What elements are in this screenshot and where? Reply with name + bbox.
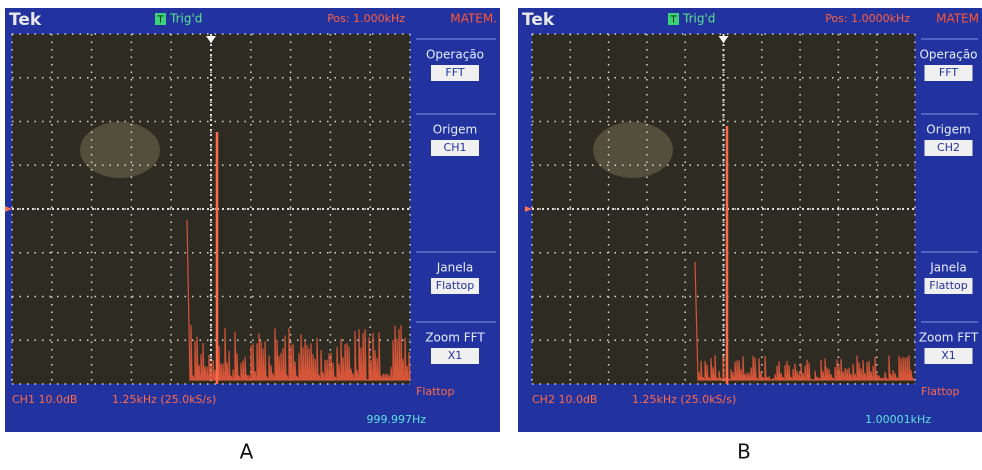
glare <box>80 122 160 178</box>
menu-value: X1 <box>448 349 463 362</box>
menu-label: Origem <box>433 123 477 137</box>
menu-value-box <box>431 278 479 294</box>
menu-value: Flattop <box>929 279 967 292</box>
scope-panel: Tek T Trig'd Pos: 1.000kHz MATEM. Operação FFT… <box>5 8 500 464</box>
menu-label: Zoom FFT <box>919 331 979 345</box>
menu-value: Flattop <box>436 279 474 292</box>
window-label: Flattop <box>921 385 959 398</box>
menu-value-box <box>924 140 973 156</box>
position: Pos: 1.000kHz <box>327 12 405 25</box>
menu-label: Origem <box>926 123 970 137</box>
menu-value-box <box>924 278 973 294</box>
trigger-icon: T <box>156 15 164 26</box>
ground-marker <box>525 206 532 212</box>
menu-value-box <box>431 65 479 81</box>
channel-scale: CH2 10.0dB <box>532 393 597 406</box>
trigger-status: Trig'd <box>682 12 715 26</box>
menu-value: CH1 <box>444 141 467 154</box>
fft-trace <box>694 261 915 381</box>
trigger-icon: T <box>669 15 677 26</box>
window-label: Flattop <box>416 385 454 398</box>
timebase: 1.25kHz (25.0kS/s) <box>632 393 736 406</box>
scope-panel: Tek T Trig'd Pos: 1.0000kHz MATEM Operação FFT… <box>518 8 982 464</box>
menu-value: CH2 <box>937 141 960 154</box>
caption: B <box>737 440 751 464</box>
menu-label: Janela <box>929 261 967 275</box>
glare <box>593 122 673 178</box>
trigger-status: Trig'd <box>169 12 202 26</box>
fft-trace <box>186 219 411 381</box>
trigger-icon-box <box>668 13 679 25</box>
channel-scale: CH1 10.0dB <box>12 393 77 406</box>
menu-label: Operação <box>426 48 484 62</box>
menu-value: X1 <box>941 349 956 362</box>
menu-value-box <box>924 65 973 81</box>
brand: Tek <box>522 10 555 30</box>
menu-label: Janela <box>436 261 474 275</box>
menu-label: Zoom FFT <box>425 331 485 345</box>
trigger-marker <box>206 36 216 43</box>
frequency: 1.00001kHz <box>865 413 931 426</box>
trigger-marker <box>718 36 729 43</box>
menu-value: FFT <box>939 66 958 79</box>
menu-value: FFT <box>445 66 464 79</box>
menu-title: MATEM. <box>450 12 497 26</box>
ground-marker <box>5 206 12 212</box>
menu-value-box <box>431 140 479 156</box>
frequency: 999.997Hz <box>366 413 426 426</box>
brand: Tek <box>9 10 42 30</box>
menu-label: Operação <box>919 48 977 62</box>
menu-value-box <box>431 348 479 364</box>
menu-title: MATEM <box>936 12 979 26</box>
menu-value-box <box>924 348 973 364</box>
position: Pos: 1.0000kHz <box>825 12 910 25</box>
trigger-icon-box <box>155 13 166 25</box>
timebase: 1.25kHz (25.0kS/s) <box>112 393 216 406</box>
caption: A <box>240 440 254 464</box>
